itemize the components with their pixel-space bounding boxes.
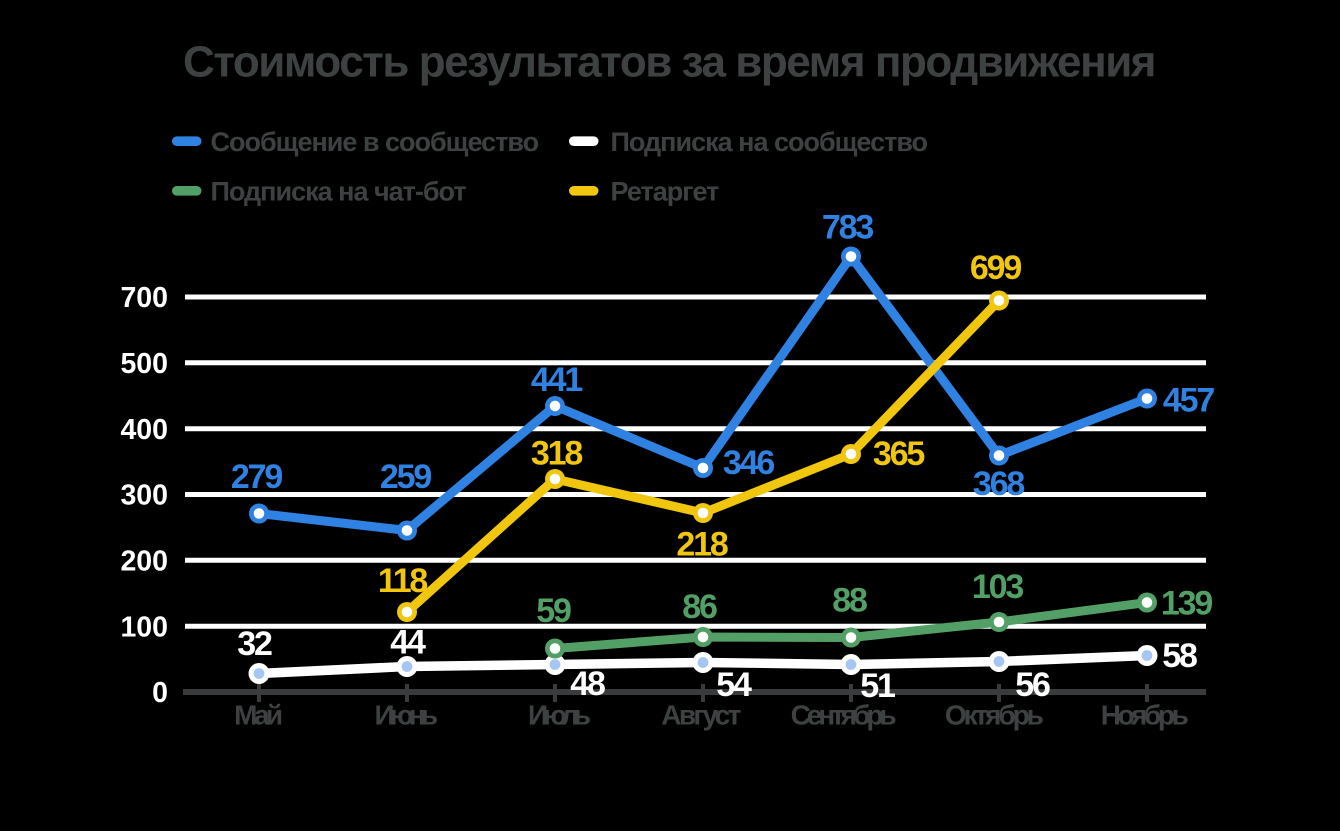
svg-text:32: 32 <box>237 625 272 663</box>
svg-text:Ретаргет: Ретаргет <box>611 176 720 206</box>
svg-text:118: 118 <box>378 562 428 600</box>
svg-text:457: 457 <box>1163 381 1214 419</box>
svg-text:Ноябрь: Ноябрь <box>1101 699 1189 730</box>
svg-text:259: 259 <box>380 458 431 496</box>
svg-text:Стоимость результатов за время: Стоимость результатов за время продвижен… <box>183 38 1155 87</box>
svg-text:59: 59 <box>536 592 571 630</box>
svg-text:500: 500 <box>120 348 168 380</box>
svg-text:Июль: Июль <box>528 699 591 730</box>
svg-text:Август: Август <box>661 699 741 730</box>
svg-text:56: 56 <box>1015 666 1050 704</box>
svg-text:Подписка на чат-бот: Подписка на чат-бот <box>211 176 467 206</box>
svg-text:Сообщение в сообщество: Сообщение в сообщество <box>211 127 539 157</box>
svg-text:441: 441 <box>531 361 582 399</box>
svg-text:783: 783 <box>822 208 873 246</box>
svg-text:51: 51 <box>860 667 895 705</box>
svg-text:Октябрь: Октябрь <box>945 699 1044 730</box>
svg-text:58: 58 <box>1162 637 1197 675</box>
svg-text:200: 200 <box>120 546 168 578</box>
svg-text:54: 54 <box>716 666 752 704</box>
svg-text:139: 139 <box>1161 584 1212 622</box>
svg-text:100: 100 <box>120 611 168 643</box>
svg-text:365: 365 <box>873 435 924 473</box>
svg-text:Май: Май <box>234 699 283 730</box>
svg-text:218: 218 <box>676 525 727 563</box>
svg-text:103: 103 <box>972 568 1023 606</box>
svg-text:279: 279 <box>231 458 282 496</box>
svg-text:88: 88 <box>832 581 867 619</box>
svg-text:300: 300 <box>120 480 168 512</box>
svg-text:400: 400 <box>120 414 168 446</box>
svg-text:Подписка на сообщество: Подписка на сообщество <box>611 127 928 157</box>
svg-text:48: 48 <box>570 665 605 703</box>
svg-text:0: 0 <box>152 677 168 709</box>
svg-text:Июнь: Июнь <box>375 699 439 730</box>
svg-text:44: 44 <box>390 623 426 661</box>
svg-text:86: 86 <box>682 588 717 626</box>
svg-text:700: 700 <box>120 282 168 314</box>
svg-text:346: 346 <box>723 444 774 482</box>
svg-text:318: 318 <box>531 434 582 472</box>
svg-text:368: 368 <box>973 465 1024 503</box>
svg-text:Сентябрь: Сентябрь <box>791 699 897 730</box>
svg-text:699: 699 <box>970 249 1021 287</box>
